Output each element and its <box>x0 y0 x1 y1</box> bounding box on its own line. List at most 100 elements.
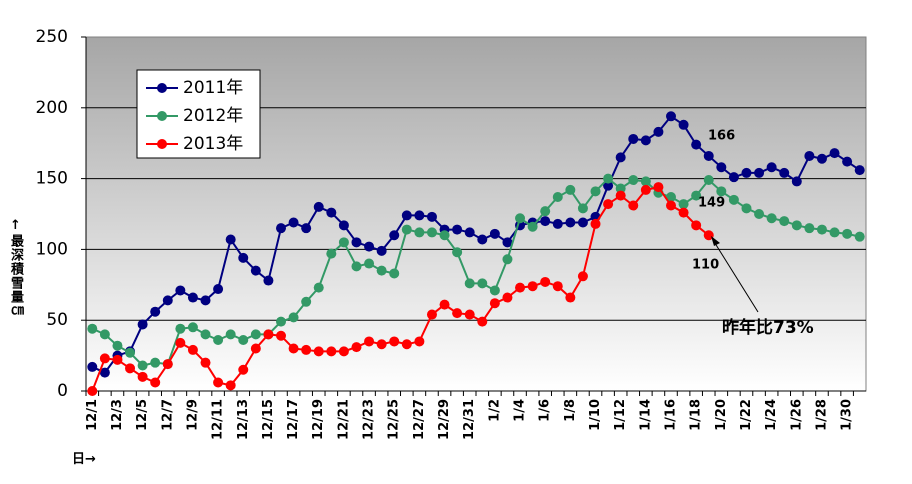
point <box>666 192 676 203</box>
point <box>741 167 752 178</box>
point <box>301 223 312 234</box>
point <box>125 347 136 358</box>
point <box>489 285 500 296</box>
point <box>263 275 274 286</box>
x-tick-label: 1/12 <box>613 399 628 431</box>
x-tick-label: 12/11 <box>211 399 226 440</box>
point <box>200 295 211 306</box>
point <box>728 172 739 183</box>
point <box>678 207 689 218</box>
point <box>653 182 664 193</box>
x-tick-label: 1/30 <box>840 399 855 431</box>
data-label: 110 <box>692 258 719 273</box>
point <box>137 371 148 382</box>
point <box>213 335 224 346</box>
point <box>552 281 563 292</box>
point <box>766 162 777 173</box>
point <box>703 175 714 186</box>
point <box>376 265 387 276</box>
legend-marker <box>157 139 167 149</box>
x-tick-label: 12/17 <box>286 399 301 440</box>
point <box>754 209 765 219</box>
point <box>502 292 513 303</box>
point <box>175 323 186 334</box>
point <box>175 285 186 296</box>
point <box>804 150 815 161</box>
point <box>703 150 714 161</box>
point <box>112 354 123 365</box>
point <box>452 224 463 235</box>
point <box>527 281 538 292</box>
point <box>791 176 802 187</box>
x-tick-label: 12/25 <box>387 399 402 440</box>
point <box>615 152 626 163</box>
point <box>502 237 513 248</box>
point <box>640 176 651 187</box>
point <box>527 221 538 232</box>
point <box>313 346 324 357</box>
point <box>426 227 437 238</box>
point <box>326 346 337 357</box>
point <box>276 330 286 341</box>
point <box>577 217 588 228</box>
point <box>691 139 702 150</box>
point <box>99 367 110 378</box>
x-tick-label: 1/4 <box>513 399 528 422</box>
point <box>540 206 551 217</box>
legend-marker <box>157 111 167 121</box>
point <box>225 329 236 340</box>
point <box>552 192 563 203</box>
point <box>716 186 727 197</box>
point <box>175 337 186 348</box>
point <box>414 336 425 347</box>
point <box>603 199 614 210</box>
point <box>477 234 488 245</box>
point <box>842 156 853 167</box>
point <box>477 278 488 289</box>
point <box>829 227 840 238</box>
point <box>515 213 526 224</box>
point <box>464 278 475 289</box>
annotation: 昨年比73% <box>722 317 814 338</box>
point <box>250 343 261 354</box>
x-tick-label: 1/28 <box>814 399 829 431</box>
point <box>87 361 98 372</box>
point <box>351 237 362 248</box>
point <box>213 377 224 388</box>
x-tick-label: 1/16 <box>664 399 679 431</box>
point <box>552 218 563 229</box>
point <box>351 342 362 353</box>
point <box>666 111 676 122</box>
point <box>187 322 198 333</box>
x-tick-label: 1/10 <box>588 399 603 431</box>
point <box>389 336 400 347</box>
point <box>401 210 412 221</box>
point <box>452 247 463 258</box>
x-tick-label: 12/29 <box>437 399 452 440</box>
point <box>615 190 626 201</box>
point <box>816 224 827 235</box>
point <box>477 316 488 327</box>
point <box>200 357 211 368</box>
annotation-arrow <box>712 239 759 313</box>
point <box>489 228 500 239</box>
point <box>150 306 161 317</box>
point <box>225 234 236 245</box>
point <box>804 223 815 234</box>
point <box>854 231 865 242</box>
point <box>313 201 324 212</box>
point <box>338 237 349 248</box>
point <box>238 364 249 375</box>
point <box>401 339 412 350</box>
x-tick-label: 1/24 <box>764 399 779 431</box>
x-tick-label: 1/14 <box>638 399 653 431</box>
point <box>376 339 387 350</box>
point <box>213 284 224 295</box>
point <box>326 248 337 259</box>
data-label: 166 <box>708 129 735 144</box>
point <box>389 230 400 241</box>
point <box>816 153 827 164</box>
x-tick-label: 12/1 <box>85 399 100 431</box>
